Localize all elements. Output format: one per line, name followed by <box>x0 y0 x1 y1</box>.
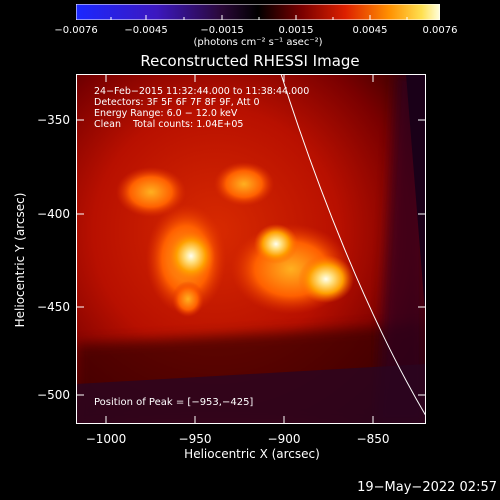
colorbar-tick-label: 0.0045 <box>352 25 388 36</box>
y-axis-title: Heliocentric Y (arcsec) <box>13 192 27 328</box>
colorbar-tick-label: 0.0076 <box>422 25 458 36</box>
x-tick-label: −850 <box>356 432 390 446</box>
plot-title: Reconstructed RHESSI Image <box>140 52 360 70</box>
x-axis-title: Heliocentric X (arcsec) <box>184 447 320 461</box>
x-tick-label: −900 <box>267 432 301 446</box>
x-tick-label: −1000 <box>85 432 127 446</box>
rhessi-image <box>76 74 426 424</box>
info-total-counts: Clean Total counts: 1.04E+05 <box>94 119 244 130</box>
x-tick-label: −950 <box>178 432 212 446</box>
y-tick-label: −500 <box>37 388 70 402</box>
colorbar-tick-label: 0.0015 <box>278 25 314 36</box>
colorbar-tick-label: −0.0076 <box>54 25 98 36</box>
info-energy-range: Energy Range: 6.0 − 12.0 keV <box>94 108 238 119</box>
timestamp: 19−May−2022 02:57 <box>357 480 497 495</box>
y-tick-label: −350 <box>37 113 70 127</box>
y-tick-label: −400 <box>37 207 70 221</box>
peak-position: Position of Peak = [−953,−425] <box>94 397 254 408</box>
colorbar-units: (photons cm⁻² s⁻¹ asec⁻²) <box>193 37 323 48</box>
colorbar-tick-label: −0.0045 <box>124 25 168 36</box>
y-tick-label: −450 <box>37 300 70 314</box>
info-time-range: 24−Feb−2015 11:32:44.000 to 11:38:44.000 <box>94 86 310 97</box>
colorbar <box>76 4 440 20</box>
info-detectors: Detectors: 3F 5F 6F 7F 8F 9F, Att 0 <box>94 97 260 108</box>
solar-limb-line <box>280 74 426 417</box>
colorbar-tick-label: −0.0015 <box>200 25 244 36</box>
